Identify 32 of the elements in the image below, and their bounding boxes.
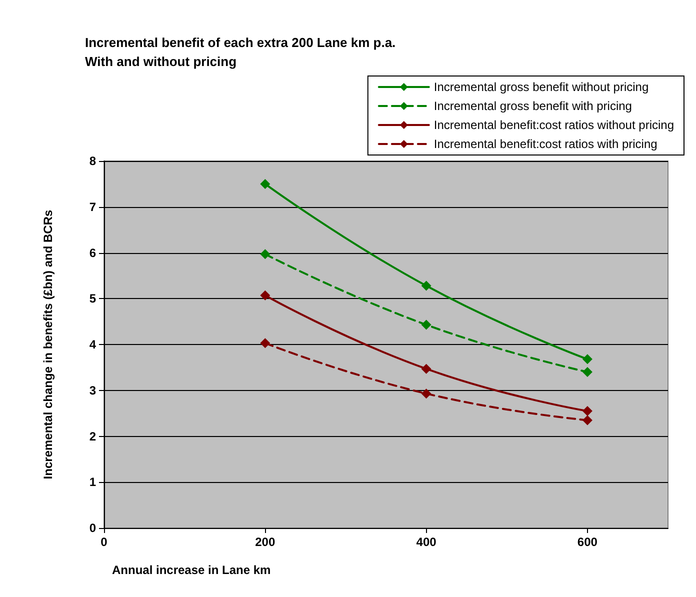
legend-label: Incremental gross benefit without pricing: [434, 80, 649, 94]
y-tick-label: 3: [89, 383, 96, 398]
point: [582, 406, 592, 416]
x-tick-label: 400: [416, 535, 437, 549]
chart-title: Incremental benefit of each extra 200 Lane km p.a. With and without pricing: [85, 35, 396, 69]
y-tick-label: 1: [89, 475, 96, 490]
point: [260, 290, 270, 300]
point: [421, 320, 432, 330]
y-tick-label: 0: [89, 521, 96, 535]
legend-label: Incremental gross benefit with pricing: [434, 99, 632, 113]
point: [582, 415, 592, 426]
point: [260, 249, 270, 260]
y-axis-title: Incremental change in benefits (£bn) and BCRs: [41, 209, 55, 480]
y-tick-label: 7: [89, 200, 96, 214]
legend-label: Incremental benefit:cost ratios with pricing: [434, 137, 658, 151]
x-tick-label: 0: [100, 535, 108, 549]
point: [260, 338, 270, 348]
point: [421, 280, 432, 291]
point: [582, 367, 592, 378]
x-tick-label: 600: [577, 535, 598, 549]
y-tick-label: 4: [89, 338, 96, 352]
x-axis-title: Annual increase in Lane km: [112, 563, 271, 577]
point: [260, 178, 270, 189]
y-tick-label: 2: [89, 429, 96, 444]
x-tick-label: 200: [255, 535, 276, 549]
y-tick-label: 6: [89, 246, 96, 260]
y-tick-label: 5: [89, 292, 96, 306]
point: [421, 388, 432, 399]
legend-label: Incremental benefit:cost ratios without pricing: [434, 118, 674, 132]
point: [582, 354, 592, 364]
y-tick-label: 8: [89, 154, 96, 168]
point: [421, 364, 432, 374]
